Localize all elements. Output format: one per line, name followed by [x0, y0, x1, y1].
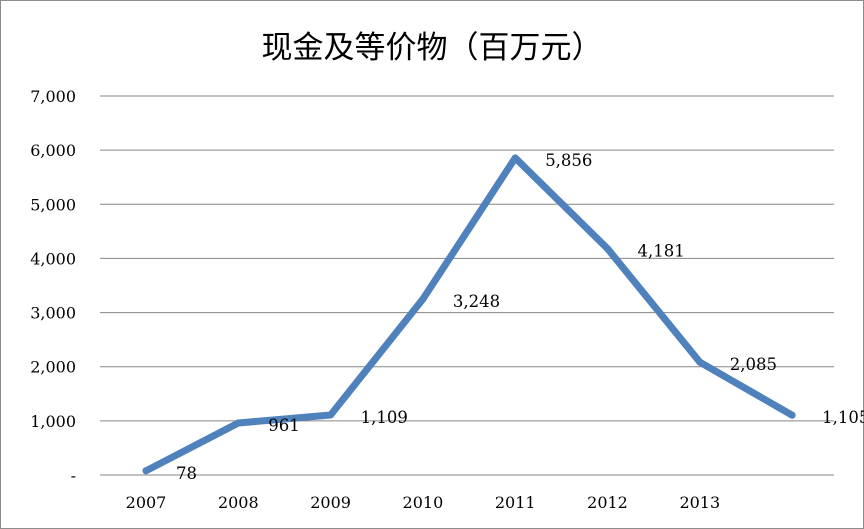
y-axis-ticks: - 1,000 2,000 3,000 4,000 5,000 6,000 7,000 — [30, 87, 76, 485]
x-axis-ticks: 2007 2008 2009 2010 2011 2012 2013 — [126, 493, 721, 512]
data-label: 5,856 — [545, 151, 592, 170]
data-label: 4,181 — [638, 242, 685, 261]
y-tick-label: 6,000 — [30, 141, 76, 160]
x-tick-label: 2008 — [218, 493, 259, 512]
x-tick-label: 2007 — [126, 493, 167, 512]
data-label: 961 — [268, 416, 300, 435]
data-point — [696, 358, 704, 366]
y-tick-label: 2,000 — [30, 358, 76, 377]
data-label: 3,248 — [453, 292, 500, 311]
y-tick-label: - — [71, 466, 76, 485]
data-labels: 78 961 1,109 3,248 5,856 4,181 2,085 1,105 — [176, 151, 864, 483]
gridlines — [100, 95, 834, 476]
data-point — [604, 245, 611, 253]
x-tick-label: 2012 — [587, 493, 628, 512]
x-tick-label: 2013 — [679, 493, 720, 512]
data-label: 1,109 — [361, 408, 408, 427]
series-line-path — [142, 154, 796, 475]
y-tick-label: 5,000 — [30, 195, 76, 214]
data-point — [142, 467, 150, 475]
y-tick-label: 7,000 — [30, 87, 76, 106]
series-line — [142, 154, 796, 475]
y-tick-label: 3,000 — [30, 304, 76, 323]
x-tick-label: 2011 — [495, 493, 536, 512]
data-point — [234, 419, 242, 427]
data-label: 2,085 — [730, 355, 777, 374]
chart-title: 现金及等价物（百万元） — [262, 30, 603, 66]
data-label: 78 — [176, 464, 197, 483]
data-point — [511, 154, 519, 162]
data-point — [419, 295, 427, 303]
data-label: 1,105 — [822, 408, 864, 427]
y-tick-label: 1,000 — [30, 412, 76, 431]
x-tick-label: 2010 — [403, 493, 444, 512]
data-point — [327, 411, 335, 419]
y-tick-label: 4,000 — [30, 249, 76, 268]
x-tick-label: 2009 — [310, 493, 351, 512]
data-point — [788, 411, 796, 419]
